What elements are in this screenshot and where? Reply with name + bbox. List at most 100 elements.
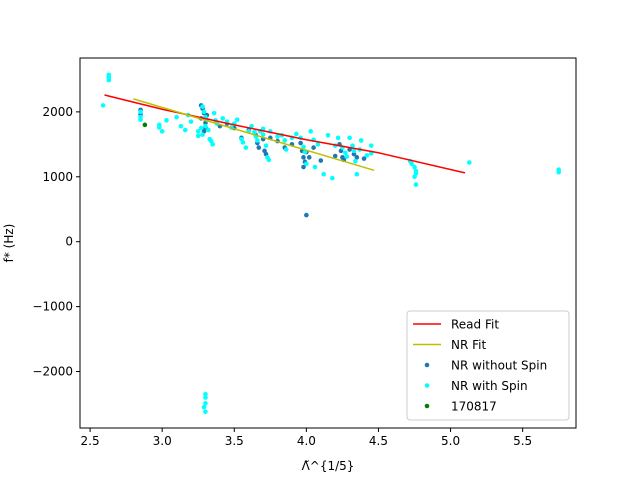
data-point: [304, 161, 309, 167]
data-point: [201, 404, 207, 410]
axes-layer: 2.5 3.0 3.5 4.0 4.5 5.0 5.5 −2000 −1000 0 1000 2000: [32, 105, 532, 448]
data-point: [321, 171, 326, 177]
plot-layer: [100, 72, 561, 415]
data-point: [304, 212, 309, 218]
legend-box: [406, 310, 570, 421]
data-point: [350, 143, 355, 148]
legend-label: NR without Spin: [451, 359, 547, 373]
data-point: [298, 140, 303, 146]
data-point: [409, 161, 414, 167]
series-170817: [142, 122, 148, 128]
data-point: [200, 132, 205, 137]
data-point: [332, 153, 338, 159]
y-tick-label: −1000: [32, 300, 73, 314]
data-point: [188, 119, 194, 124]
data-point: [203, 123, 208, 129]
data-point: [306, 155, 312, 160]
data-point: [282, 138, 288, 143]
data-point: [201, 109, 207, 115]
y-tick-label: 2000: [42, 105, 73, 119]
data-point: [210, 142, 215, 147]
legend-label: NR with Spin: [451, 379, 528, 393]
x-tick-label: 5.0: [441, 434, 460, 448]
y-tick-label: −2000: [32, 365, 73, 379]
data-point: [354, 155, 360, 160]
data-point: [312, 164, 318, 170]
data-point: [358, 138, 364, 143]
data-point: [315, 142, 321, 147]
data-point: [311, 145, 316, 150]
legend-swatch: [424, 403, 430, 409]
data-point: [174, 114, 179, 120]
data-point: [159, 129, 165, 134]
x-tick-label: 4.0: [297, 434, 316, 448]
data-point: [335, 135, 341, 141]
data-point: [354, 171, 360, 177]
y-tick-label: 1000: [42, 170, 73, 184]
y-axis-label: f* (Hz): [2, 224, 16, 263]
data-point: [195, 133, 201, 139]
data-point: [138, 117, 143, 122]
x-tick-label: 3.5: [225, 434, 244, 448]
fit-line-read-fit: [104, 94, 466, 174]
data-point: [203, 401, 208, 406]
data-point: [200, 104, 205, 109]
legend-label: NR Fit: [451, 338, 486, 352]
data-point: [234, 117, 240, 122]
data-point: [164, 118, 169, 123]
data-point: [100, 103, 106, 108]
data-point: [203, 395, 208, 400]
data-point: [364, 153, 370, 158]
data-point: [368, 143, 374, 148]
data-point: [249, 123, 254, 129]
legend-label: Read Fit: [451, 318, 499, 332]
data-point: [330, 175, 335, 181]
data-point: [195, 129, 201, 134]
data-point: [344, 154, 350, 159]
data-point: [556, 169, 561, 175]
data-point: [308, 129, 313, 134]
data-point: [263, 143, 269, 148]
data-point: [106, 77, 112, 83]
y-tick-label: 0: [65, 235, 73, 249]
x-tick-label: 2.5: [81, 434, 100, 448]
data-point: [343, 150, 348, 156]
data-point: [301, 155, 306, 160]
legend: Read Fit NR Fit NR without Spin NR with Spi…: [406, 310, 570, 421]
data-point: [138, 109, 143, 115]
data-point: [255, 138, 260, 143]
data-point: [198, 125, 204, 131]
data-point: [203, 391, 208, 397]
data-point: [157, 125, 162, 130]
data-point: [412, 164, 417, 170]
data-point: [412, 174, 417, 180]
data-point: [206, 127, 211, 133]
data-point: [318, 158, 324, 163]
plot-frame: [79, 57, 577, 429]
data-point: [240, 140, 246, 145]
data-point: [220, 116, 226, 121]
data-point: [301, 164, 306, 170]
data-point: [142, 122, 148, 128]
data-point: [302, 149, 308, 155]
data-point: [351, 151, 357, 157]
data-point: [256, 145, 262, 150]
legend-swatch: [424, 383, 430, 388]
legend-label: 170817: [451, 400, 497, 414]
data-point: [211, 110, 217, 116]
data-point: [347, 135, 352, 141]
data-point: [353, 158, 358, 164]
legend-swatch: [424, 362, 430, 368]
data-point: [283, 147, 289, 152]
data-point: [260, 132, 266, 137]
data-point: [413, 182, 419, 187]
data-point: [467, 160, 472, 165]
data-point: [182, 127, 188, 133]
data-point: [266, 157, 272, 163]
data-point: [178, 123, 184, 129]
fit-line-nr-fit: [133, 98, 375, 172]
x-tick-label: 3.0: [153, 434, 172, 448]
data-point: [203, 409, 208, 415]
